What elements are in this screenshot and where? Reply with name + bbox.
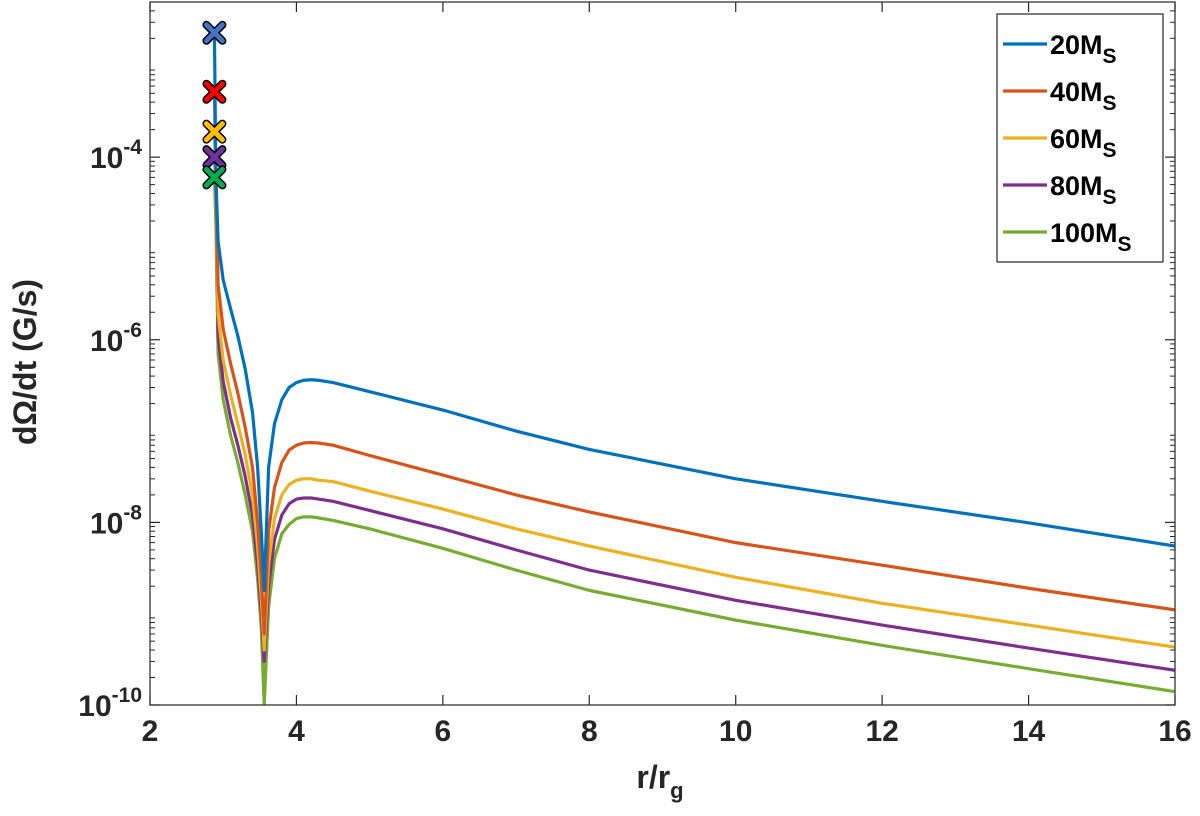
x-tick-label: 10 [719,715,752,748]
legend-label-subscript: S [1118,233,1132,256]
legend-label-subscript: S [1103,45,1117,68]
marker-fill [203,22,225,44]
series-line-40m [212,91,1175,636]
y-tick-label-exponent: -8 [123,501,142,524]
legend-label-100m: 100MS [1050,218,1132,256]
legend-label-name: 100M [1050,218,1118,248]
marker-80m [202,145,227,170]
y-axis-label: dΩ/dt (G/s) [7,279,43,445]
y-tick-label-base: 10 [90,142,123,175]
series-line-80m [212,157,1175,672]
x-tick-label: 6 [435,715,452,748]
y-tick-label: 10-4 [90,136,142,175]
legend-label-name: 60M [1050,124,1103,154]
legend-label-name: 20M [1050,30,1103,60]
x-tick-label: 12 [865,715,898,748]
x-axis-label-subscript: g [670,778,683,803]
marker-fill [203,81,225,103]
legend-label-name: 40M [1050,77,1103,107]
y-tick-label-base: 10 [90,325,123,358]
marker-fill [203,121,225,143]
marker-40m [202,79,227,104]
legend-label-subscript: S [1103,92,1117,115]
y-tick-label-exponent: -10 [112,684,142,707]
legend-label-40m: 40MS [1050,77,1117,115]
series-lines [212,32,1175,705]
legend-label-subscript: S [1103,139,1117,162]
marker-100m [202,165,227,190]
legend-label-subscript: S [1103,186,1117,209]
x-axis-label-main: r/r [636,759,670,795]
legend-label-20m: 20MS [1050,30,1117,68]
legend-label-80m: 80MS [1050,171,1117,209]
x-tick-label: 14 [1012,715,1046,748]
legend-label-name: 80M [1050,171,1103,201]
series-line-100m [212,177,1175,705]
y-tick-label-exponent: -4 [123,136,142,159]
marker-60m [202,119,227,144]
y-tick-label: 10-10 [78,684,142,723]
marker-20m [202,20,227,45]
x-tick-label: 8 [581,715,598,748]
y-tick-label-exponent: -6 [123,319,142,342]
plot-area [202,20,1175,705]
y-tick-label-base: 10 [78,690,111,723]
y-tick-label-base: 10 [90,507,123,540]
y-tick-label: 10-6 [90,319,142,358]
marker-fill [203,146,225,168]
x-tick-label: 4 [288,715,305,748]
marker-fill [203,166,225,188]
x-tick-label: 16 [1158,715,1191,748]
series-line-60m [212,131,1175,652]
series-line-20m [212,32,1175,592]
y-tick-label: 10-8 [90,501,142,540]
legend-label-60m: 60MS [1050,124,1117,162]
x-tick-label: 2 [142,715,159,748]
x-axis-label: r/rg [636,759,683,803]
